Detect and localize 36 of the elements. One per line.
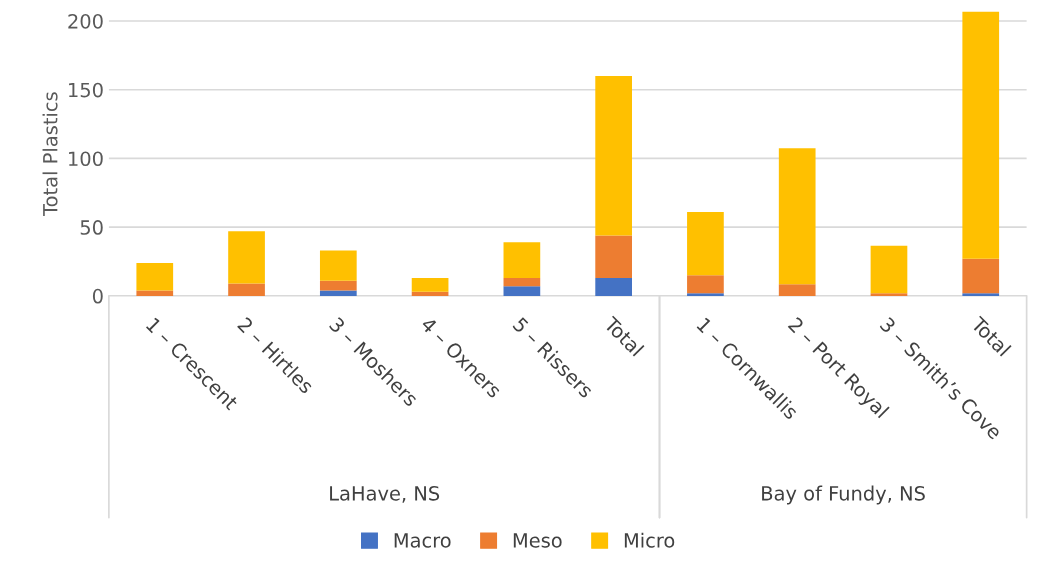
y-tick-label: 150	[69, 82, 103, 98]
bar	[503, 286, 541, 296]
y-axis-title: Total Plastics	[42, 92, 58, 216]
legend-label: Meso	[513, 533, 562, 548]
bar	[687, 212, 724, 276]
bar	[778, 148, 816, 285]
legend-label: Micro	[624, 532, 675, 548]
text: LaHave, NS	[330, 485, 440, 503]
bar	[687, 293, 724, 296]
y-tick-label: 100	[69, 151, 103, 167]
bar	[319, 250, 357, 281]
bar	[962, 11, 1000, 259]
bar	[228, 231, 265, 284]
bar	[778, 284, 816, 296]
bar	[411, 278, 449, 292]
bar	[687, 275, 724, 294]
bar	[136, 262, 174, 291]
legend-label: Macro	[394, 533, 451, 548]
bar	[870, 245, 908, 294]
bar	[411, 291, 449, 296]
bar	[595, 235, 632, 279]
y-tick-label: 50	[80, 220, 103, 235]
bar	[595, 75, 632, 236]
bar	[319, 290, 357, 296]
bar	[136, 290, 174, 296]
bar	[595, 278, 632, 296]
bar	[962, 293, 1000, 296]
bar	[319, 280, 357, 291]
y-tick-label: 200	[68, 13, 103, 29]
bar	[228, 283, 265, 296]
bar	[870, 293, 908, 296]
bar	[503, 242, 541, 279]
bar	[503, 278, 541, 287]
text: Bay of Fundy, NS	[762, 485, 925, 505]
bar	[962, 258, 1000, 294]
y-tick-label: 0	[92, 288, 103, 304]
